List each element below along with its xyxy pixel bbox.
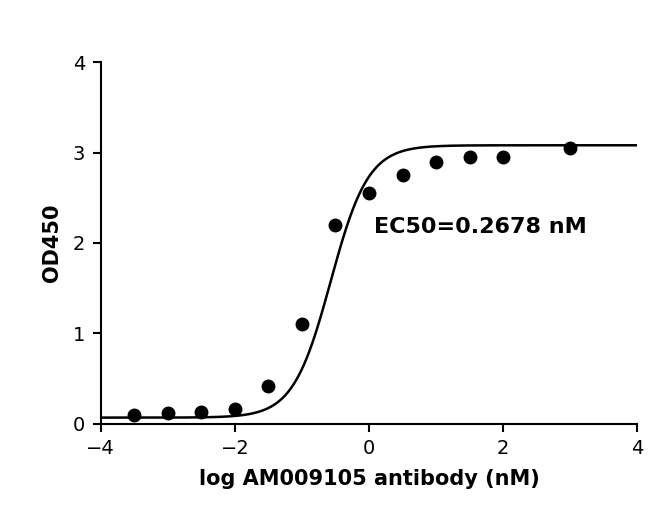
Point <box>129 410 140 419</box>
Point <box>364 189 374 197</box>
Point <box>464 153 475 161</box>
Point <box>196 408 207 416</box>
Point <box>397 171 408 179</box>
Text: EC50=0.2678 nM: EC50=0.2678 nM <box>374 217 587 237</box>
Point <box>263 382 274 390</box>
X-axis label: log AM009105 antibody (nM): log AM009105 antibody (nM) <box>199 469 539 489</box>
Point <box>297 320 307 329</box>
Point <box>330 221 341 229</box>
Point <box>229 404 240 413</box>
Y-axis label: OD450: OD450 <box>42 204 62 282</box>
Point <box>565 144 576 152</box>
Point <box>162 409 173 417</box>
Point <box>431 157 442 165</box>
Point <box>498 153 509 161</box>
